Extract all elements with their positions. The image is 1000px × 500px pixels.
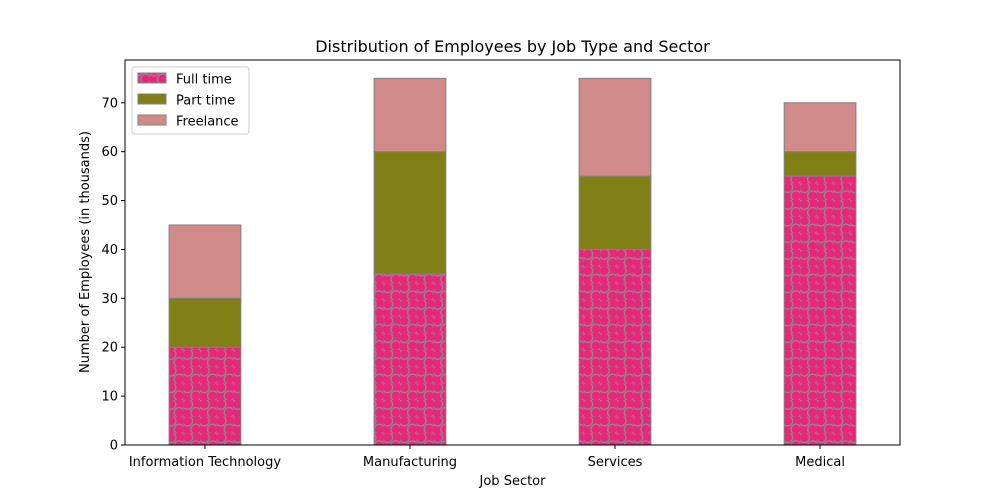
bar-part-time-manufacturing xyxy=(374,151,446,274)
y-tick-label: 20 xyxy=(101,341,118,356)
legend-swatch-part-time xyxy=(137,93,167,105)
chart-title: Distribution of Employees by Job Type an… xyxy=(315,37,710,56)
legend-label-full-time: Full time xyxy=(176,73,232,88)
bar-freelance-information-technology-edge xyxy=(168,224,242,299)
y-tick-label: 10 xyxy=(101,390,118,405)
y-tick-label: 0 xyxy=(110,439,118,454)
x-axis-label: Job Sector xyxy=(479,474,547,489)
bar-freelance-medical-edge xyxy=(783,102,857,153)
legend: Full time Part time Freelance xyxy=(131,66,250,135)
legend-item-part-time: Part time xyxy=(137,93,235,109)
x-tick-label-manufacturing: Manufacturing xyxy=(363,455,457,470)
plot-frame xyxy=(124,59,901,446)
y-axis-label: Number of Employees (in thousands) xyxy=(78,131,93,373)
legend-swatch-freelance xyxy=(137,114,167,126)
y-tick-label: 30 xyxy=(101,292,118,307)
y-tick-label: 40 xyxy=(101,243,118,258)
legend-label-part-time: Part time xyxy=(176,94,235,109)
x-tick-label-services: Services xyxy=(588,455,643,470)
legend-item-freelance: Freelance xyxy=(137,114,239,130)
bar-freelance-medical xyxy=(784,102,856,152)
bar-freelance-manufacturing xyxy=(374,78,446,152)
bar-full-time-services-hatch xyxy=(579,249,651,445)
y-tick-label: 50 xyxy=(101,194,118,209)
bar-part-time-medical xyxy=(784,151,856,177)
bar-full-time-medical-hatch xyxy=(784,176,856,445)
bar-full-time-manufacturing-hatch xyxy=(374,273,446,445)
bar-freelance-services xyxy=(579,78,651,177)
y-tick-label: 60 xyxy=(101,145,118,160)
legend-item-full-time: Full time xyxy=(137,72,232,88)
bar-full-time-information-technology-hatch xyxy=(169,347,241,445)
x-axis: Information Technology Manufacturing Servi… xyxy=(129,445,845,470)
bar-part-time-information-technology xyxy=(169,298,241,348)
bar-freelance-services-edge xyxy=(578,77,652,177)
plot-area xyxy=(125,60,900,445)
legend-swatch-full-time-hatch xyxy=(138,73,166,83)
bar-freelance-manufacturing-edge xyxy=(373,77,447,153)
y-tick-label: 70 xyxy=(101,96,118,111)
x-tick-label-information-technology: Information Technology xyxy=(129,455,282,470)
legend-label-freelance: Freelance xyxy=(176,115,239,130)
y-axis: 0 10 20 30 40 50 60 70 xyxy=(101,96,125,454)
x-tick-label-medical: Medical xyxy=(795,455,845,470)
bar-freelance-information-technology xyxy=(169,225,241,299)
bars-group xyxy=(168,77,857,446)
bar-part-time-services xyxy=(579,176,651,250)
